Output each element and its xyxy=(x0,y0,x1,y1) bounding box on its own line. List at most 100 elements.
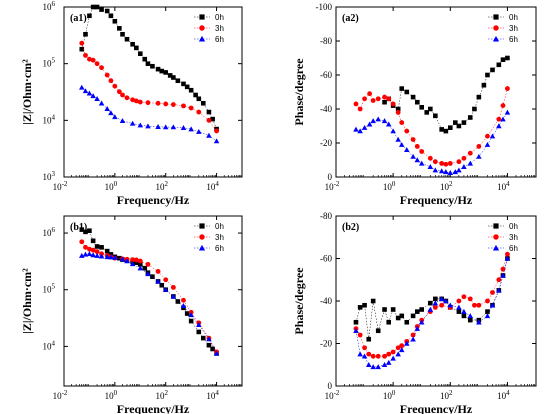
data-point xyxy=(124,258,130,264)
data-point xyxy=(137,262,143,267)
x-axis-title: Frequency/Hz xyxy=(400,193,473,207)
data-point xyxy=(112,83,118,89)
series-line xyxy=(355,258,508,340)
x-tick-label: 102 xyxy=(155,180,168,192)
plot-frame xyxy=(63,215,243,387)
data-point xyxy=(82,88,89,94)
data-point xyxy=(395,345,401,351)
data-point xyxy=(496,287,502,293)
data-point xyxy=(414,309,420,314)
x-tick-label: 100 xyxy=(383,389,396,401)
data-point xyxy=(453,120,458,125)
data-point xyxy=(414,143,420,149)
data-point xyxy=(476,143,482,149)
data-point xyxy=(94,244,100,249)
data-point xyxy=(86,90,93,96)
data-point xyxy=(130,257,136,263)
legend-label: 3h xyxy=(509,233,518,242)
data-point xyxy=(104,72,110,78)
data-point xyxy=(390,349,396,355)
data-point xyxy=(496,123,502,129)
data-point xyxy=(357,305,363,310)
data-point xyxy=(505,251,510,257)
data-point xyxy=(124,36,130,42)
data-point xyxy=(142,265,148,271)
y-tick-label: -100 xyxy=(316,2,333,12)
legend-marker xyxy=(199,14,205,20)
data-point xyxy=(133,98,139,104)
legend-label: 0h xyxy=(215,13,224,22)
x-axis-title: Frequency/Hz xyxy=(400,402,473,414)
data-point xyxy=(163,70,169,75)
data-point xyxy=(357,128,363,134)
data-point xyxy=(398,141,405,147)
data-point xyxy=(410,153,416,159)
legend-label: 3h xyxy=(509,24,518,33)
panel-label: (b2) xyxy=(342,222,359,233)
data-point xyxy=(390,128,396,134)
data-point xyxy=(86,251,93,257)
data-point xyxy=(439,160,445,166)
data-point xyxy=(117,26,122,31)
data-point xyxy=(500,57,506,62)
y-tick-label: -80 xyxy=(320,36,332,46)
data-point xyxy=(90,247,96,253)
data-point xyxy=(476,319,482,325)
data-point xyxy=(120,92,125,98)
data-point xyxy=(99,65,104,71)
data-point xyxy=(447,169,454,175)
data-point xyxy=(375,328,381,334)
data-point xyxy=(210,116,215,122)
y-tick-label: -20 xyxy=(320,138,332,148)
data-point xyxy=(206,117,212,123)
y-tick-label: -40 xyxy=(320,296,332,306)
data-point xyxy=(370,364,376,370)
data-point xyxy=(365,361,372,367)
data-point xyxy=(476,94,482,100)
x-tick-label: 100 xyxy=(105,180,118,192)
x-tick-label: 104 xyxy=(206,180,219,192)
data-point xyxy=(467,160,474,166)
data-point xyxy=(399,120,405,126)
legend-label: 3h xyxy=(215,233,224,242)
data-point xyxy=(120,31,125,37)
legend-label: 6h xyxy=(509,35,518,44)
data-point xyxy=(137,99,143,105)
data-point xyxy=(385,359,392,365)
data-point xyxy=(155,66,161,72)
data-point xyxy=(484,313,491,319)
legend-label: 6h xyxy=(509,244,518,253)
data-point xyxy=(196,128,202,134)
legend-marker xyxy=(492,244,500,251)
data-point xyxy=(418,160,425,166)
data-point xyxy=(167,73,173,78)
data-point xyxy=(155,278,161,284)
data-point xyxy=(505,55,510,61)
y-tick-label: 104 xyxy=(43,339,56,351)
data-point xyxy=(456,159,462,165)
data-point xyxy=(155,124,161,129)
data-point xyxy=(456,167,462,173)
data-point xyxy=(357,351,363,357)
data-point xyxy=(353,101,359,107)
data-point xyxy=(414,325,421,331)
data-point xyxy=(424,110,430,115)
data-point xyxy=(461,120,467,125)
data-point xyxy=(404,89,410,95)
y-axis-title: Phase/degree xyxy=(292,58,306,126)
data-point xyxy=(108,254,114,260)
data-point xyxy=(390,101,396,107)
data-point xyxy=(398,347,405,353)
y-tick-label: 105 xyxy=(43,283,56,295)
data-point xyxy=(170,293,177,299)
data-point xyxy=(162,124,169,130)
data-point xyxy=(98,100,105,106)
series-3h xyxy=(79,40,219,134)
data-point xyxy=(90,57,96,63)
data-point xyxy=(410,137,416,143)
panel-label: (b1) xyxy=(70,222,87,233)
data-point xyxy=(137,258,143,264)
data-point xyxy=(370,98,376,103)
series-3h xyxy=(353,86,510,167)
series-6h xyxy=(353,255,511,370)
